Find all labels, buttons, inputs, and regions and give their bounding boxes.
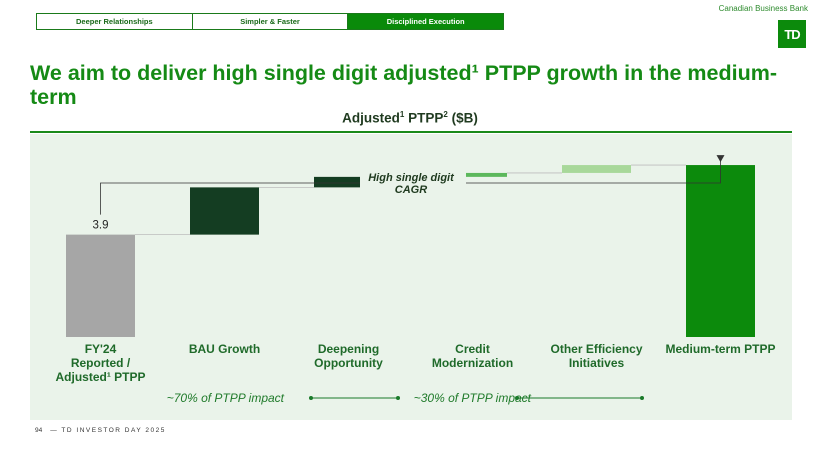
bar-2 [314, 176, 383, 188]
tab-disciplined-execution: Disciplined Execution [348, 13, 505, 30]
bar-0 [66, 234, 135, 337]
bar-5 [686, 165, 755, 337]
bar-4 [562, 165, 631, 173]
title-rule [30, 131, 792, 133]
tab-simpler-faster: Simpler & Faster [192, 13, 349, 30]
impact-dot-start-1 [515, 396, 519, 400]
category-label-4-0: Other Efficiency [550, 342, 642, 356]
category-label-3-1: Modernization [432, 356, 513, 370]
brand-name: Canadian Business Bank [718, 4, 808, 13]
cagr-arrow-icon [716, 155, 725, 163]
section-tabs: Deeper Relationships Simpler & Faster Di… [36, 13, 505, 30]
footer: 94 — TD INVESTOR DAY 2025 [35, 427, 166, 434]
impact-dot-end-1 [640, 396, 644, 400]
impact-note-1: ~30% of PTPP impact [414, 391, 532, 405]
data-label-0: 3.9 [93, 220, 109, 232]
page-title: We aim to deliver high single digit adju… [30, 61, 777, 109]
cagr-label-0: High single digit [368, 172, 455, 184]
category-label-0-2: Adjusted¹ PTPP [55, 370, 145, 384]
chart-title: Adjusted1 PTPP2 ($B) [342, 110, 478, 126]
td-logo-icon: TD [778, 20, 806, 48]
impact-dot-start-0 [309, 396, 313, 400]
category-label-4-1: Initiatives [569, 356, 625, 370]
bar-3 [438, 172, 507, 177]
category-label-1-0: BAU Growth [189, 342, 260, 356]
category-label-2-0: Deepening [318, 342, 379, 356]
footer-text: — TD INVESTOR DAY 2025 [50, 427, 166, 434]
tab-deeper-relationships: Deeper Relationships [36, 13, 193, 30]
category-label-0-0: FY'24 [85, 342, 117, 356]
impact-note-0: ~70% of PTPP impact [167, 391, 285, 405]
bar-1 [190, 187, 259, 235]
category-label-3-0: Credit [455, 342, 490, 356]
page-number: 94 [35, 427, 43, 434]
cagr-label-1: CAGR [395, 184, 427, 196]
category-label-5-0: Medium-term PTPP [665, 342, 775, 356]
category-label-0-1: Reported / [71, 356, 131, 370]
cagr-label-bg [360, 170, 466, 196]
impact-dot-end-0 [396, 396, 400, 400]
category-label-2-1: Opportunity [314, 356, 383, 370]
